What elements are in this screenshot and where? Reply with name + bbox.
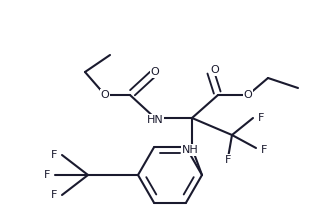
Text: F: F xyxy=(258,113,264,123)
Text: F: F xyxy=(51,150,57,160)
Text: O: O xyxy=(244,90,252,100)
Text: NH: NH xyxy=(182,145,198,155)
Text: HN: HN xyxy=(147,115,163,125)
Text: O: O xyxy=(101,90,109,100)
Text: O: O xyxy=(151,67,159,77)
Text: O: O xyxy=(211,65,219,75)
Text: F: F xyxy=(225,155,231,165)
Text: F: F xyxy=(44,170,50,180)
Text: F: F xyxy=(261,145,267,155)
Text: F: F xyxy=(51,190,57,200)
